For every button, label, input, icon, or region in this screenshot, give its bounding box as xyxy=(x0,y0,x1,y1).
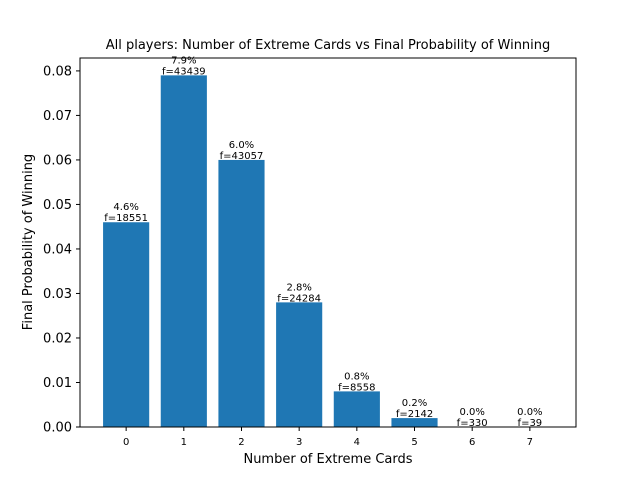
y-tick-label-8: 0.08 xyxy=(43,64,72,79)
bar-pct-label-0: 4.6% xyxy=(113,202,138,213)
x-tick-label-7: 7 xyxy=(527,437,533,448)
bar-pct-label-5: 0.2% xyxy=(402,398,427,409)
bar-4 xyxy=(333,391,380,427)
y-tick-label-7: 0.07 xyxy=(43,109,72,124)
x-tick-label-6: 6 xyxy=(469,437,475,448)
x-tick-label-5: 5 xyxy=(411,437,417,448)
y-tick-label-1: 0.01 xyxy=(43,376,72,391)
bar-freq-label-1: f=43439 xyxy=(162,66,206,77)
bar-3 xyxy=(276,302,323,427)
y-axis-ticks: 0.00 0.01 0.02 0.03 0.04 0.05 0.06 0.07 0.08 xyxy=(43,64,80,436)
bar-pct-label-6: 0.0% xyxy=(459,407,484,418)
y-tick-label-5: 0.05 xyxy=(43,198,72,213)
bar-pct-label-3: 2.8% xyxy=(286,282,311,293)
bar-freq-label-7: f=39 xyxy=(518,418,543,429)
bar-pct-label-7: 0.0% xyxy=(517,407,542,418)
bar-freq-label-0: f=18551 xyxy=(104,213,148,224)
bar-freq-label-6: f=330 xyxy=(457,418,488,429)
bar-freq-label-2: f=43057 xyxy=(220,151,264,162)
x-tick-label-2: 2 xyxy=(238,437,244,448)
bar-5 xyxy=(391,418,438,427)
bar-1 xyxy=(160,75,207,427)
bar-freq-label-3: f=24284 xyxy=(277,293,321,304)
bar-pct-label-4: 0.8% xyxy=(344,371,369,382)
y-tick-label-0: 0.00 xyxy=(43,421,72,436)
x-tick-label-0: 0 xyxy=(123,437,129,448)
bar-freq-label-5: f=2142 xyxy=(396,409,433,420)
bars-group xyxy=(103,75,438,427)
bar-pct-label-1: 7.9% xyxy=(171,55,196,66)
bar-freq-label-4: f=8558 xyxy=(338,382,375,393)
y-tick-label-2: 0.02 xyxy=(43,331,72,346)
plot-frame xyxy=(79,57,577,428)
bar-pct-label-2: 6.0% xyxy=(229,140,254,151)
bar-2 xyxy=(218,159,265,427)
y-tick-label-3: 0.03 xyxy=(43,287,72,302)
bar-labels-group: 4.6%f=185517.9%f=434396.0%f=430572.8%f=2… xyxy=(104,55,542,429)
bar-0 xyxy=(103,222,150,427)
chart-title: All players: Number of Extreme Cards vs … xyxy=(106,38,551,53)
y-axis-label: Final Probability of Winning xyxy=(21,154,36,330)
x-tick-label-1: 1 xyxy=(181,437,187,448)
x-tick-label-3: 3 xyxy=(296,437,302,448)
y-tick-label-4: 0.04 xyxy=(43,242,72,257)
y-tick-label-6: 0.06 xyxy=(43,153,72,168)
x-tick-label-4: 4 xyxy=(354,437,360,448)
x-axis-label: Number of Extreme Cards xyxy=(243,452,412,467)
x-axis-ticks: 0 1 2 3 4 5 6 7 xyxy=(123,427,533,448)
